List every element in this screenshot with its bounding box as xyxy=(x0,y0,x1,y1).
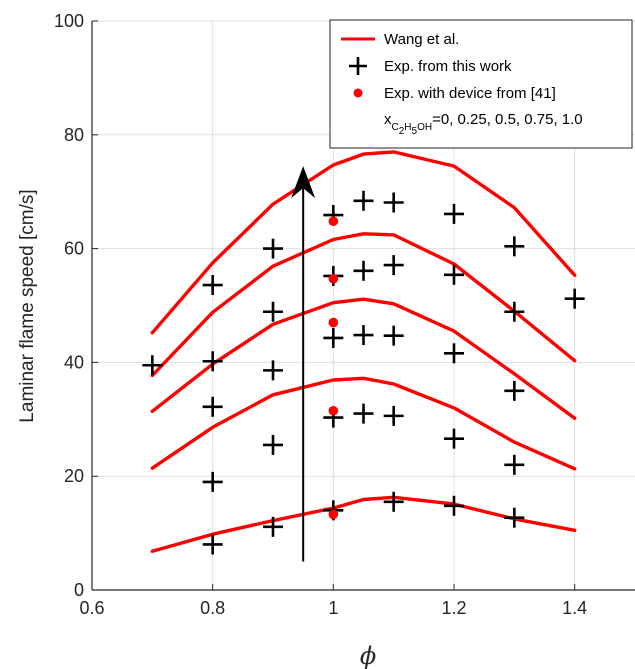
exp-marker xyxy=(353,190,374,211)
legend: Wang et al. Exp. from this work Exp. wit… xyxy=(329,19,633,149)
y-tick-label: 80 xyxy=(64,125,84,145)
x-axis-label: ϕ xyxy=(360,642,376,669)
y-tick-labels: 0 20 40 60 80 100 xyxy=(54,11,84,600)
y-tick-label: 100 xyxy=(54,11,84,31)
exp-marker xyxy=(444,428,464,449)
exp-marker xyxy=(444,203,464,224)
legend-dot-symbol xyxy=(353,88,363,98)
legend-box xyxy=(329,19,633,149)
exp-marker xyxy=(383,192,404,213)
device-marker xyxy=(328,509,339,520)
x-tick-label: 0.8 xyxy=(200,598,225,618)
x-tick-label: 1.4 xyxy=(562,598,587,618)
exp-marker xyxy=(202,471,223,492)
model-line xyxy=(150,232,577,378)
model-line xyxy=(150,495,577,553)
legend-x: x xyxy=(384,111,392,128)
axes xyxy=(91,20,635,591)
y-axis-label: Laminar flame speed [cm/s] xyxy=(17,189,38,422)
model-lines xyxy=(150,150,577,553)
exp-marker xyxy=(504,507,525,528)
exp-marker xyxy=(504,236,525,257)
legend-composition-label: xC2H5OH=0, 0.25, 0.5, 0.75, 1.0 xyxy=(384,111,583,137)
exp-marker xyxy=(383,255,404,276)
exp-marker xyxy=(383,491,404,512)
y-tick-label: 0 xyxy=(74,580,84,600)
device-marker xyxy=(328,273,339,284)
x-tick-label: 1.2 xyxy=(441,598,466,618)
y-tick-label: 40 xyxy=(64,352,84,372)
legend-device-label: Exp. with device from [41] xyxy=(384,85,556,102)
exp-marker xyxy=(263,360,283,381)
device-marker xyxy=(328,216,339,227)
trend-arrow xyxy=(291,166,316,562)
model-line xyxy=(150,297,577,420)
exp-marker xyxy=(504,380,525,401)
device-marker xyxy=(328,317,339,328)
model-line xyxy=(150,150,577,335)
x-tick-label: 0.6 xyxy=(79,598,104,618)
device-markers xyxy=(328,216,339,520)
exp-marker xyxy=(202,275,223,296)
exp-marker xyxy=(564,288,585,309)
exp-marker xyxy=(353,325,374,346)
exp-marker xyxy=(202,351,223,372)
x-tick-labels: 0.6 0.8 1 1.2 1.4 xyxy=(79,598,587,618)
exp-marker xyxy=(202,396,223,417)
arrow-head xyxy=(291,166,316,199)
exp-marker xyxy=(323,327,344,348)
exp-marker xyxy=(142,355,163,376)
exp-marker xyxy=(263,434,283,455)
exp-marker xyxy=(444,343,464,364)
exp-marker xyxy=(263,238,283,259)
model-line xyxy=(150,376,577,471)
exp-marker xyxy=(504,454,525,475)
exp-marker xyxy=(202,534,223,555)
exp-marker xyxy=(353,260,374,281)
exp-marker xyxy=(383,325,404,346)
exp-marker xyxy=(263,301,283,322)
exp-marker xyxy=(353,403,374,424)
exp-marker xyxy=(444,495,464,516)
y-tick-label: 60 xyxy=(64,239,84,259)
experiment-markers xyxy=(142,190,585,555)
exp-marker xyxy=(263,516,283,537)
device-marker xyxy=(328,405,339,416)
exp-marker xyxy=(504,301,525,322)
legend-exp-label: Exp. from this work xyxy=(384,58,512,75)
exp-marker xyxy=(383,405,404,426)
exp-marker xyxy=(444,264,464,285)
x-tick-label: 1 xyxy=(328,598,338,618)
legend-plus-symbol xyxy=(349,57,367,75)
y-tick-label: 20 xyxy=(64,466,84,486)
legend-model-label: Wang et al. xyxy=(384,31,459,48)
